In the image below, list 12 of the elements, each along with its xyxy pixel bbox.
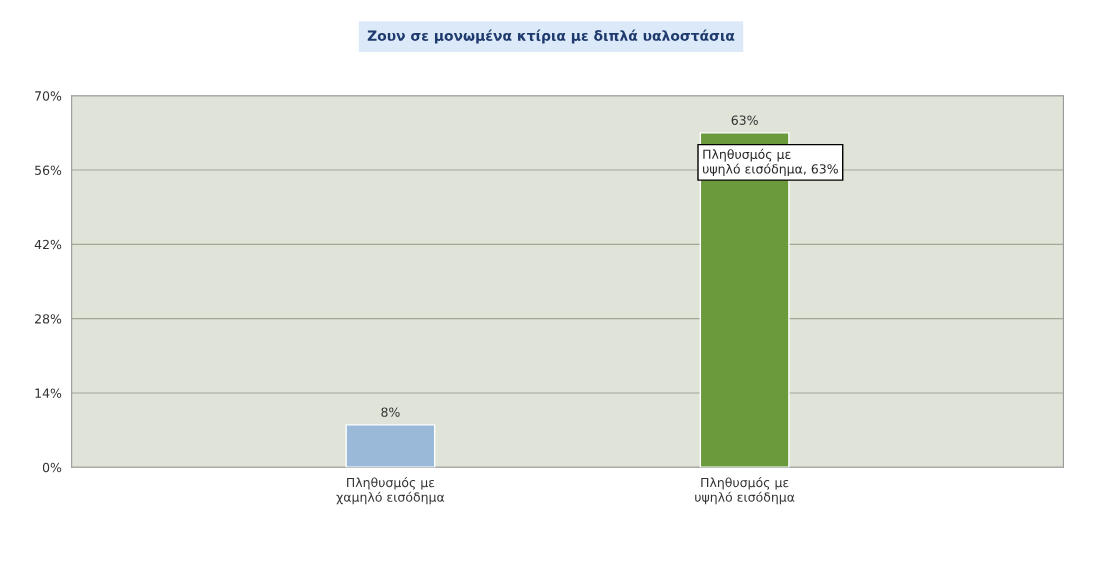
y-tick-label: 70% xyxy=(35,91,62,101)
data-label: 8% xyxy=(381,407,400,417)
y-tick-label: 42% xyxy=(34,239,62,250)
chart-title: Ζουν σε μονωμένα κτίρια με διπλά υαλοστάσια xyxy=(367,29,735,44)
y-tick-label: 0% xyxy=(42,462,62,473)
x-tick-label: Πληθυσμός με υψηλό εισόδημα xyxy=(695,477,795,505)
annotation: Πληθυσμός με υψηλό εισόδημα, 63% xyxy=(703,148,838,177)
y-tick-label: 14% xyxy=(35,388,62,398)
x-tick-label: Πληθυσμός με χαμηλό εισόδημα xyxy=(336,477,445,505)
data-label: 63% xyxy=(731,115,758,125)
y-tick-label: 56% xyxy=(35,165,62,175)
y-tick-label: 28% xyxy=(35,314,62,324)
